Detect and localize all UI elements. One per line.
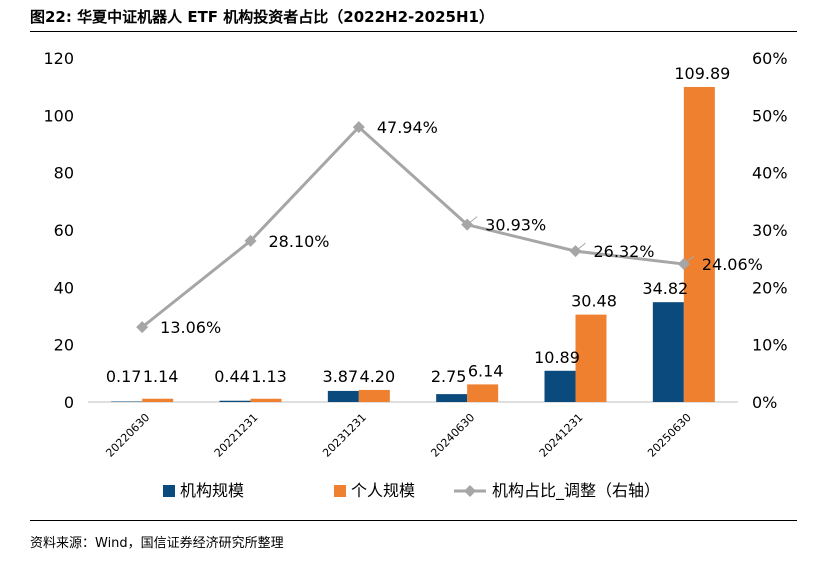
institutional-bar-label: 10.89 <box>534 348 580 367</box>
right-tick-label: 50% <box>752 106 788 125</box>
ratio-label: 28.10% <box>269 232 330 251</box>
individual-bar <box>467 384 499 402</box>
legend-label-institutional: 机构规模 <box>180 481 244 500</box>
individual-bar <box>683 86 715 403</box>
legend-swatch-individual <box>334 485 346 497</box>
x-tick-label: 20240630 <box>428 411 477 460</box>
individual-bar <box>250 398 282 402</box>
ratio-marker <box>352 121 365 134</box>
legend-marker-ratio <box>464 485 476 497</box>
institutional-bar-label: 0.17 <box>106 367 142 386</box>
individual-bar-label: 4.20 <box>360 367 396 386</box>
ratio-line-path <box>141 125 685 329</box>
institutional-bar <box>436 394 468 402</box>
x-tick-label: 20250630 <box>645 411 694 460</box>
ratio-label: 13.06% <box>160 318 221 337</box>
bottom-rule <box>30 520 797 521</box>
left-tick-label: 60 <box>54 221 74 240</box>
left-axis: 0 20 40 60 80 100 120 <box>43 49 74 412</box>
bars <box>111 86 715 403</box>
institutional-bar <box>327 390 359 402</box>
ratio-label: 30.93% <box>485 216 546 235</box>
ratio-leader <box>466 216 478 226</box>
institutional-bar-label: 2.75 <box>431 367 467 386</box>
right-tick-label: 30% <box>752 221 788 240</box>
institutional-bar <box>544 370 576 402</box>
left-tick-label: 80 <box>54 164 74 183</box>
institutional-bar-label: 0.44 <box>214 367 250 386</box>
top-rule <box>30 31 797 32</box>
chart: 0 20 40 60 80 100 120 0% 10% 20% 30% 40% 50% 60% 202… <box>43 49 788 501</box>
source-note: 资料来源：Wind，国信证券经济研究所整理 <box>30 536 284 551</box>
right-tick-label: 60% <box>752 49 788 68</box>
data-labels: 0.17 1.14 0.44 1.13 3.87 4.20 2.75 6.14 10.89 30.… <box>106 64 763 386</box>
individual-bar-label: 30.48 <box>571 292 617 311</box>
individual-bar <box>358 389 390 402</box>
chart-title: 图22: 华夏中证机器人 ETF 机构投资者占比（2022H2-2025H1） <box>30 8 494 26</box>
legend-label-ratio: 机构占比_调整（右轴） <box>492 481 660 501</box>
ratio-label: 24.06% <box>702 255 763 274</box>
individual-bar <box>575 314 607 402</box>
legend-label-individual: 个人规模 <box>351 481 415 500</box>
individual-bar-label: 1.13 <box>251 367 287 386</box>
left-tick-label: 100 <box>43 106 74 125</box>
legend-swatch-institutional <box>163 485 175 497</box>
individual-bar <box>142 398 174 402</box>
ratio-marker <box>244 234 257 247</box>
institutional-bar <box>219 400 251 402</box>
x-tick-label: 20241231 <box>537 411 586 460</box>
institutional-bar <box>652 302 684 402</box>
legend: 机构规模 个人规模 机构占比_调整（右轴） <box>163 481 660 501</box>
ratio-line <box>136 121 695 334</box>
individual-bar-label: 6.14 <box>468 361 504 380</box>
right-tick-label: 10% <box>752 336 788 355</box>
left-tick-label: 0 <box>64 393 74 412</box>
institutional-bar-label: 3.87 <box>323 367 359 386</box>
x-tick-label: 20221231 <box>212 411 261 460</box>
left-tick-label: 40 <box>54 278 74 297</box>
ratio-label: 47.94% <box>377 118 438 137</box>
x-tick-label: 20220630 <box>103 411 152 460</box>
individual-bar-label: 1.14 <box>143 367 179 386</box>
ratio-label: 26.32% <box>594 242 655 261</box>
ratio-leader <box>575 242 586 252</box>
institutional-bar-label: 34.82 <box>642 279 688 298</box>
right-tick-label: 20% <box>752 278 788 297</box>
left-tick-label: 120 <box>43 49 74 68</box>
right-axis: 0% 10% 20% 30% 40% 50% 60% <box>752 49 788 412</box>
left-tick-label: 20 <box>54 336 74 355</box>
ratio-marker <box>136 321 149 334</box>
ratio-leader <box>683 255 695 265</box>
right-tick-label: 40% <box>752 164 788 183</box>
x-tick-label: 20231231 <box>320 411 369 460</box>
x-axis: 20220630 20221231 20231231 20240630 20241231… <box>88 401 738 460</box>
right-tick-label: 0% <box>752 393 777 412</box>
individual-bar-label: 109.89 <box>674 64 730 83</box>
